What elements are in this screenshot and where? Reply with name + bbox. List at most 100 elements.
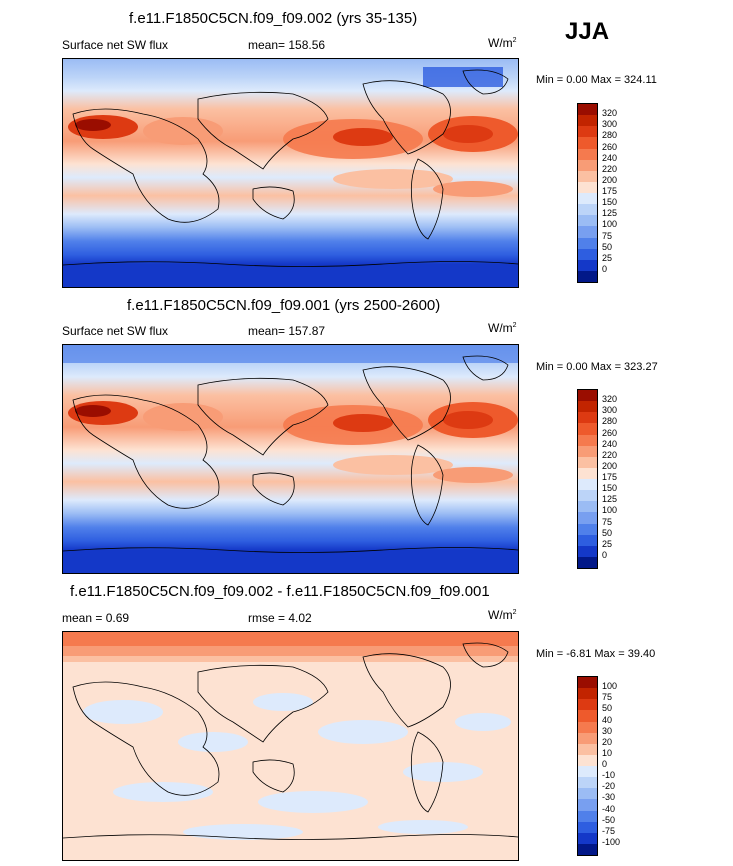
colorbar-swatch (578, 204, 597, 216)
colorbar-swatch (578, 788, 597, 800)
colorbar-label: 200 (602, 174, 618, 185)
colorbar-label: 100 (602, 219, 618, 230)
panel-1-map (62, 58, 519, 288)
panel-3-rmse-label: rmse = 4.02 (248, 611, 312, 625)
colorbar-swatch (578, 843, 597, 855)
colorbar-swatch (578, 226, 597, 238)
colorbar-label: 100 (602, 505, 618, 516)
colorbar-label: 175 (602, 472, 618, 482)
colorbar-label: 0 (602, 263, 608, 274)
colorbar-swatch (578, 259, 597, 271)
colorbar-swatch (578, 821, 597, 833)
panel-3-title: f.e11.F1850C5CN.f09_f09.002 - f.e11.F185… (70, 583, 490, 600)
colorbar-swatch (578, 248, 597, 260)
colorbar-label: 75 (602, 230, 613, 241)
colorbar-swatch (578, 766, 597, 778)
colorbar-swatch (578, 467, 597, 479)
colorbar-label: 0 (602, 549, 608, 560)
panel-3-map (62, 631, 519, 861)
colorbar-label: 125 (602, 494, 618, 505)
colorbar-label: -20 (602, 781, 616, 792)
colorbar-swatch (578, 721, 597, 733)
colorbar-swatch (578, 754, 597, 766)
colorbar-label: 50 (602, 241, 613, 252)
panel-1-variable-label: Surface net SW flux (62, 38, 169, 52)
colorbar-swatch (578, 501, 597, 513)
colorbar-swatch (578, 137, 597, 149)
colorbar-swatch (578, 126, 597, 138)
colorbar-swatch (578, 710, 597, 722)
colorbar-label: 300 (602, 119, 618, 130)
colorbar-label: 0 (602, 759, 608, 769)
colorbar-swatch (578, 215, 597, 227)
colorbar-label: 40 (602, 714, 613, 725)
colorbar-label: 200 (602, 460, 618, 471)
colorbar-swatch (578, 401, 597, 413)
colorbar-swatch (578, 512, 597, 524)
colorbar-swatch (578, 115, 597, 127)
colorbar-label: 320 (602, 108, 618, 119)
colorbar-label: 240 (602, 152, 618, 163)
colorbar-swatch (578, 181, 597, 193)
panel-2-colorbar (577, 389, 598, 569)
colorbar-label: 25 (602, 538, 613, 549)
colorbar-label: 150 (602, 197, 618, 208)
colorbar-label: 30 (602, 725, 613, 736)
colorbar-swatch (578, 743, 597, 755)
colorbar-label: 220 (602, 449, 618, 460)
panel-2-title: f.e11.F1850C5CN.f09_f09.001 (yrs 2500-26… (127, 297, 441, 314)
colorbar-label: -50 (602, 814, 616, 825)
colorbar-swatch (578, 193, 597, 205)
colorbar-swatch (578, 699, 597, 711)
colorbar-label: 20 (602, 736, 613, 747)
colorbar-label: 240 (602, 438, 618, 449)
colorbar-label: 260 (602, 141, 618, 152)
panel-1-title: f.e11.F1850C5CN.f09_f09.002 (yrs 35-135) (129, 10, 418, 27)
colorbar-label: 75 (602, 516, 613, 527)
colorbar-swatch (578, 237, 597, 249)
colorbar-label: -75 (602, 825, 616, 836)
colorbar-label: 220 (602, 163, 618, 174)
colorbar-label: 25 (602, 252, 613, 263)
colorbar-swatch (578, 434, 597, 446)
colorbar-label: 280 (602, 130, 618, 141)
colorbar-label: 175 (602, 186, 618, 196)
colorbar-swatch (578, 148, 597, 160)
panel-2-mean-label: mean= 157.87 (248, 324, 326, 338)
colorbar-swatch (578, 677, 597, 689)
colorbar-swatch (578, 159, 597, 171)
panel-1-unit-label: W/m2 (488, 36, 517, 50)
colorbar-label: 150 (602, 483, 618, 494)
panel-1-minmax: Min = 0.00 Max = 324.11 (536, 74, 657, 86)
colorbar-swatch (578, 170, 597, 182)
colorbar-swatch (578, 445, 597, 457)
colorbar-label: 10 (602, 747, 613, 758)
colorbar-swatch (578, 479, 597, 491)
panel-1-mean-label: mean= 158.56 (248, 38, 326, 52)
colorbar-label: 280 (602, 416, 618, 427)
panel-2-unit-label: W/m2 (488, 321, 517, 335)
colorbar-label: -100 (602, 836, 621, 847)
colorbar-label: 125 (602, 208, 618, 219)
panel-3-colorbar (577, 676, 598, 856)
colorbar-label: 300 (602, 405, 618, 416)
colorbar-swatch (578, 490, 597, 502)
season-label: JJA (565, 18, 610, 45)
colorbar-swatch (578, 832, 597, 844)
colorbar-label: -30 (602, 792, 616, 803)
colorbar-swatch (578, 777, 597, 789)
colorbar-swatch (578, 556, 597, 568)
colorbar-swatch (578, 534, 597, 546)
panel-3-minmax: Min = -6.81 Max = 39.40 (536, 648, 656, 660)
colorbar-swatch (578, 423, 597, 435)
colorbar-swatch (578, 688, 597, 700)
colorbar-label: -40 (602, 803, 616, 814)
colorbar-label: 320 (602, 394, 618, 405)
colorbar-label: 100 (602, 681, 618, 692)
colorbar-label: 260 (602, 427, 618, 438)
colorbar-label: 75 (602, 692, 613, 703)
panel-2-variable-label: Surface net SW flux (62, 324, 169, 338)
panel-2-map (62, 344, 519, 574)
colorbar-swatch (578, 390, 597, 402)
colorbar-swatch (578, 810, 597, 822)
